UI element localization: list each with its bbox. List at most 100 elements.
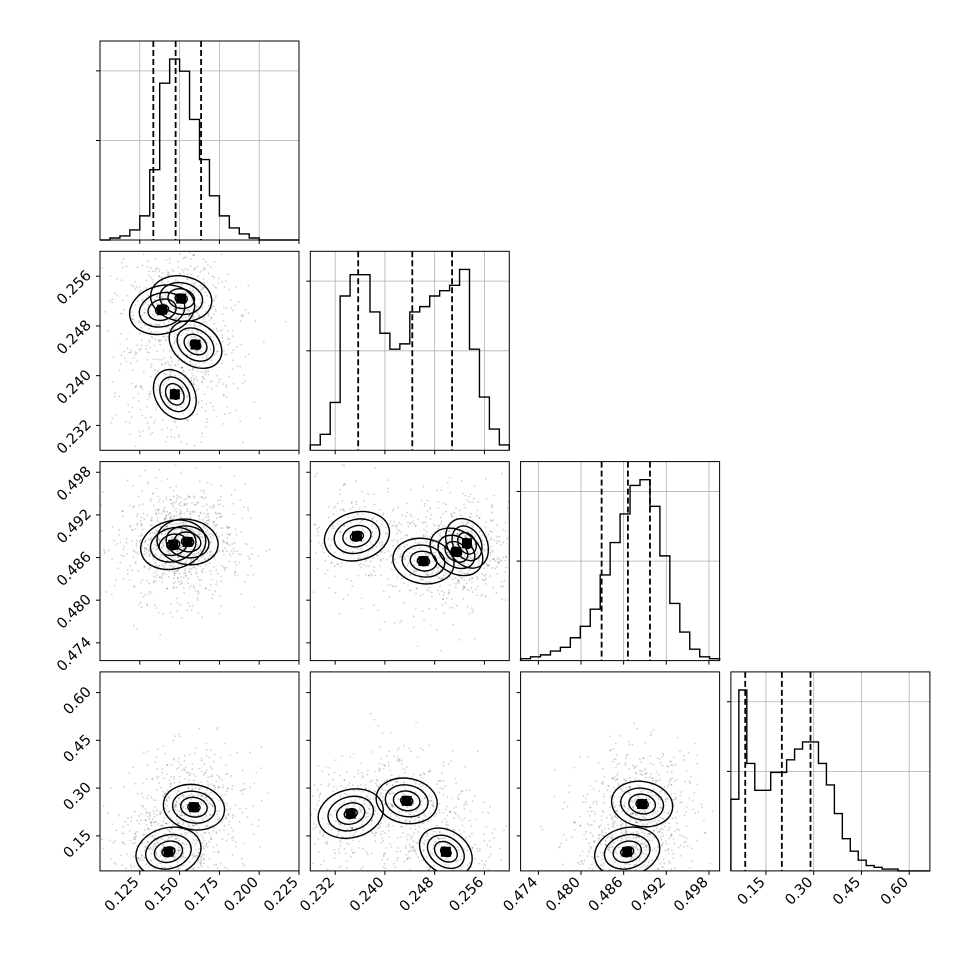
- sample-point: [154, 799, 157, 802]
- sample-point: [195, 349, 198, 352]
- sample-point: [147, 538, 150, 541]
- sample-point: [372, 751, 374, 753]
- sample-point: [204, 557, 206, 560]
- sample-point: [197, 788, 200, 791]
- sample-point: [342, 509, 345, 511]
- sample-point: [486, 548, 488, 551]
- sample-point: [168, 829, 171, 832]
- sample-point: [167, 810, 170, 813]
- sample-point: [165, 517, 168, 519]
- sample-point: [232, 513, 235, 515]
- sample-point: [209, 380, 212, 383]
- sample-point: [340, 530, 343, 533]
- sample-point: [406, 806, 409, 809]
- sample-point: [193, 586, 196, 589]
- sample-point: [182, 576, 185, 579]
- sample-point: [189, 360, 192, 363]
- sample-point: [218, 516, 221, 519]
- sample-point: [126, 479, 129, 482]
- sample-point: [322, 547, 324, 549]
- sample-point: [151, 531, 154, 534]
- sample-point: [452, 623, 454, 626]
- sample-point: [302, 566, 304, 568]
- sample-point: [339, 844, 342, 847]
- sample-point: [478, 847, 481, 850]
- sample-point: [396, 541, 399, 544]
- sample-point: [296, 806, 298, 808]
- sample-point: [195, 823, 197, 826]
- sample-point: [130, 382, 133, 385]
- sample-point: [471, 611, 474, 613]
- sample-point: [403, 744, 406, 747]
- sample-point: [253, 401, 256, 404]
- sample-point: [500, 580, 503, 583]
- sample-point: [173, 307, 176, 310]
- sample-point: [193, 566, 196, 569]
- sample-point: [173, 501, 176, 504]
- sample-point: [151, 778, 154, 781]
- sample-point: [391, 804, 394, 807]
- sample-point: [199, 548, 202, 551]
- sample-point: [400, 537, 403, 540]
- sample-point: [367, 433, 369, 435]
- sample-point: [138, 348, 141, 351]
- sample-point: [395, 857, 398, 860]
- sample-point: [383, 854, 385, 857]
- sample-point: [161, 271, 164, 274]
- sample-point: [217, 381, 220, 384]
- sample-point: [188, 495, 191, 498]
- sample-point: [201, 400, 203, 402]
- sample-point: [170, 502, 173, 505]
- sample-point: [404, 820, 407, 822]
- sample-point: [128, 351, 131, 354]
- sample-point: [140, 523, 143, 526]
- sample-point: [234, 561, 237, 563]
- sample-point: [196, 576, 199, 579]
- sample-point: [484, 583, 487, 585]
- sample-point: [458, 509, 461, 512]
- sample-point: [346, 842, 349, 845]
- sample-point: [169, 565, 172, 567]
- sample-point: [383, 862, 386, 865]
- sample-point: [412, 520, 414, 523]
- sample-point: [121, 832, 124, 835]
- sample-point: [120, 864, 123, 867]
- sample-point: [161, 866, 164, 869]
- sample-point: [223, 554, 225, 557]
- sample-point: [362, 775, 364, 778]
- sample-point: [142, 782, 145, 785]
- sample-point: [478, 516, 481, 519]
- sample-point: [328, 871, 330, 873]
- sample-point: [445, 510, 448, 513]
- sample-point: [422, 579, 424, 582]
- sample-point: [122, 555, 125, 558]
- sample-point: [339, 839, 341, 842]
- sample-point: [157, 538, 160, 540]
- sample-point: [138, 868, 141, 871]
- sample-point: [202, 774, 205, 777]
- sample-point: [150, 516, 153, 519]
- sample-point: [419, 774, 421, 777]
- sample-point: [179, 512, 182, 515]
- sample-point: [153, 323, 156, 326]
- sample-point: [175, 514, 178, 517]
- sample-point: [133, 837, 135, 840]
- sample-point: [447, 864, 449, 866]
- sample-point: [206, 351, 209, 353]
- sample-point: [355, 503, 358, 506]
- sample-point: [192, 254, 195, 257]
- sample-point: [416, 756, 419, 758]
- sample-point: [169, 512, 172, 514]
- sample-point: [170, 783, 173, 786]
- sample-point: [202, 567, 204, 570]
- density-contour: [149, 526, 197, 563]
- sample-point: [201, 536, 204, 539]
- sample-point: [159, 498, 161, 501]
- sample-point: [406, 873, 408, 875]
- sample-point: [197, 275, 199, 278]
- sample-point: [202, 497, 205, 500]
- sample-point: [461, 819, 464, 821]
- sample-point: [645, 797, 648, 799]
- sample-point: [401, 810, 404, 813]
- sample-point: [163, 527, 166, 530]
